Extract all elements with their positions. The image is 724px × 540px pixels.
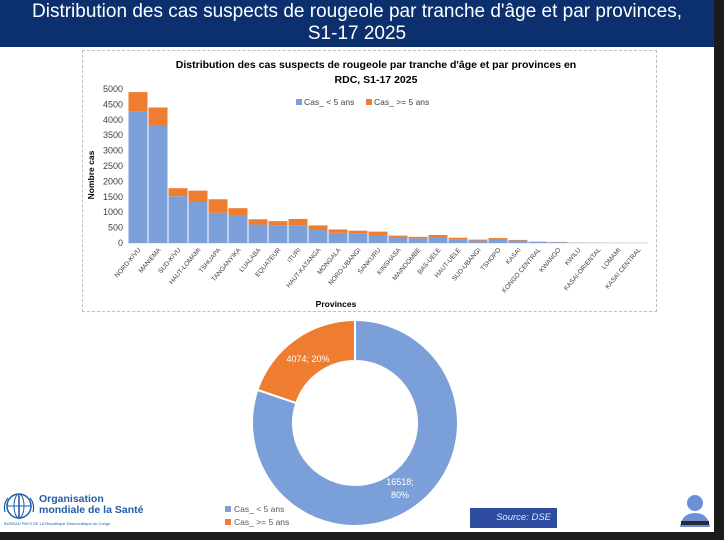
bar-under5 [248,224,268,243]
bar-over5 [268,221,288,226]
y-tick-label: 500 [108,223,123,233]
bar-chart: Distribution des cas suspects de rougeol… [86,59,648,309]
donut-legend-swatch-over5 [225,519,231,525]
legend-swatch-over5 [366,99,372,105]
slide-title-banner: Distribution des cas suspects de rougeol… [0,0,714,47]
bar-over5 [308,225,328,231]
donut-chart: 4074; 20% 16518; 80% Cas_ < 5 ans Cas_ >… [225,318,459,527]
bar-under5 [328,232,348,243]
legend-swatch-under5 [296,99,302,105]
bar-under5 [128,111,148,244]
bar-under5 [388,237,408,243]
bar-under5 [508,240,528,243]
bar-chart-ylabel: Nombre cas [86,150,96,199]
bar-over5 [148,107,168,126]
bar-over5 [468,239,488,241]
donut-label-under5-percent: 80% [391,490,409,500]
bar-over5 [428,234,448,238]
bar-over5 [228,208,248,216]
slide: Distribution des cas suspects de rougeol… [0,0,714,532]
bar-under5 [408,238,428,243]
bar-over5 [248,219,268,225]
bar-over5 [348,230,368,234]
bar-over5 [328,229,348,233]
bar-over5 [388,235,408,238]
bar-under5 [188,202,208,243]
slide-title-line2: S1-17 2025 [307,23,407,44]
who-name: Organisation mondiale de la Santé [39,494,159,516]
bar-under5 [368,234,388,243]
y-tick-label: 1000 [103,207,123,217]
bar-under5 [268,225,288,243]
y-tick-label: 4000 [103,115,123,125]
donut-label-over5: 4074; 20% [286,354,329,364]
bar-under5 [308,230,328,243]
legend-label-under5: Cas_ < 5 ans [304,97,354,107]
bar-over5 [168,188,188,197]
bar-over5 [208,199,228,213]
bar-chart-xlabel: Provinces [316,299,357,309]
bar-chart-legend: Cas_ < 5 ans Cas_ >= 5 ans [296,97,429,107]
bar-over5 [288,218,308,226]
y-tick-label: 2500 [103,161,123,171]
bar-under5 [148,125,168,243]
donut-legend-swatch-under5 [225,506,231,512]
y-tick-label: 3000 [103,146,123,156]
bar-under5 [428,237,448,243]
bar-over5 [448,237,468,240]
y-tick-label: 2000 [103,176,123,186]
bar-over5 [488,238,508,240]
y-tick-label: 5000 [103,84,123,94]
bar-chart-title-line1: Distribution des cas suspects de rougeol… [176,59,576,71]
bar-over5 [508,239,528,241]
donut-slice-over5 [256,318,356,405]
bar-over5 [188,190,208,203]
donut-legend: Cas_ < 5 ans Cas_ >= 5 ans [225,504,289,527]
bar-over5 [368,231,388,235]
presenter-avatar-icon [680,495,710,527]
bar-under5 [528,241,548,243]
bar-chart-frame [82,50,657,312]
legend-label-over5: Cas_ >= 5 ans [374,97,429,107]
bar-over5 [128,92,148,112]
bar-under5 [468,240,488,243]
who-logo: Organisation mondiale de la Santé BUREAU… [2,492,162,530]
bar-under5 [348,233,368,243]
bar-under5 [448,239,468,243]
y-tick-label: 1500 [103,192,123,202]
donut-legend-label-over5: Cas_ >= 5 ans [234,517,289,527]
y-tick-label: 4500 [103,99,123,109]
y-tick-label: 3500 [103,130,123,140]
bar-under5 [208,212,228,243]
bar-under5 [228,215,248,243]
donut-legend-label-under5: Cas_ < 5 ans [234,504,284,514]
who-name-line1: Organisation [39,493,104,505]
y-tick-label: 0 [118,238,123,248]
who-name-line2: mondiale de la Santé [39,504,144,516]
donut-label-under5-value: 16518; [386,477,414,487]
bar-over5 [408,236,428,239]
source-label: Source: DSE [470,508,557,528]
screen-edge-bottom [0,532,724,540]
who-subtitle: BUREAU PAYS DE LA République Démocratiqu… [4,521,111,526]
bar-under5 [288,225,308,243]
screen-edge-right [714,0,724,540]
bar-under5 [168,196,188,243]
bar-under5 [548,242,568,243]
bar-under5 [488,239,508,243]
donut-slice-under5 [251,318,459,527]
who-emblem-icon [3,493,35,519]
bar-chart-title-line2: RDC, S1-17 2025 [335,74,418,86]
slide-title-line1: Distribution des cas suspects de rougeol… [32,1,682,22]
